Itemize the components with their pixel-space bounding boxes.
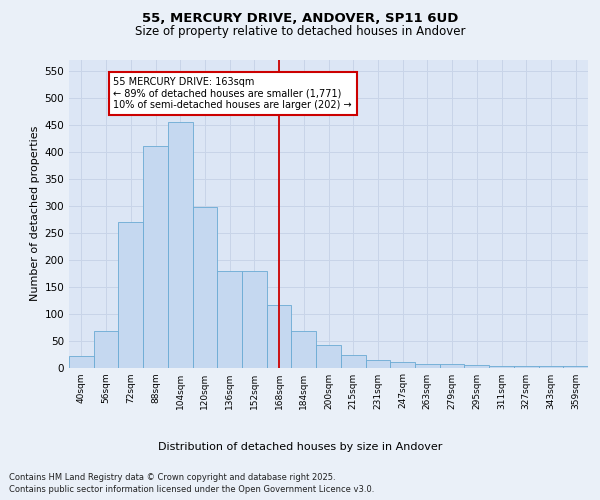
Text: Contains public sector information licensed under the Open Government Licence v3: Contains public sector information licen… xyxy=(9,485,374,494)
Bar xyxy=(365,360,390,368)
Bar xyxy=(390,362,415,368)
Bar xyxy=(118,222,143,368)
Bar xyxy=(292,331,316,368)
Bar xyxy=(489,366,514,368)
Bar xyxy=(242,272,267,368)
Bar xyxy=(440,364,464,368)
Text: Distribution of detached houses by size in Andover: Distribution of detached houses by size … xyxy=(158,442,442,452)
Bar xyxy=(563,366,588,368)
Bar xyxy=(316,345,341,368)
Bar xyxy=(193,206,217,368)
Text: 55, MERCURY DRIVE, ANDOVER, SP11 6UD: 55, MERCURY DRIVE, ANDOVER, SP11 6UD xyxy=(142,12,458,26)
Text: Size of property relative to detached houses in Andover: Size of property relative to detached ho… xyxy=(135,25,465,38)
Bar xyxy=(464,366,489,368)
Text: Contains HM Land Registry data © Crown copyright and database right 2025.: Contains HM Land Registry data © Crown c… xyxy=(9,472,335,482)
Bar xyxy=(415,364,440,368)
Bar xyxy=(168,122,193,368)
Bar xyxy=(267,306,292,368)
Bar xyxy=(217,272,242,368)
Bar xyxy=(69,356,94,368)
Text: 55 MERCURY DRIVE: 163sqm
← 89% of detached houses are smaller (1,771)
10% of sem: 55 MERCURY DRIVE: 163sqm ← 89% of detach… xyxy=(113,77,352,110)
Bar xyxy=(514,366,539,368)
Bar xyxy=(539,366,563,368)
Bar xyxy=(143,146,168,368)
Bar xyxy=(341,354,365,368)
Y-axis label: Number of detached properties: Number of detached properties xyxy=(30,126,40,302)
Bar xyxy=(94,331,118,368)
